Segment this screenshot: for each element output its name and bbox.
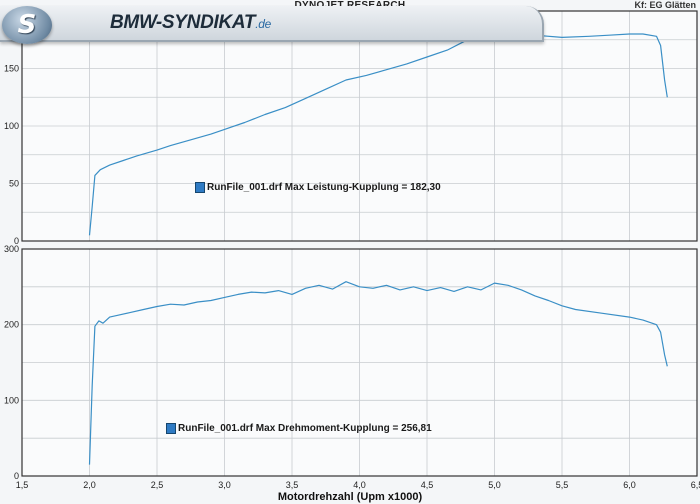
- legend-torque-text: RunFile_001.drf Max Drehmoment-Kupplung …: [178, 423, 432, 434]
- y-tick-label-1-3: 300: [4, 244, 19, 254]
- legend-swatch-torque: [166, 423, 176, 434]
- x-axis-label: Motordrehzahl (Upm x1000): [277, 491, 423, 503]
- series-line-0: [88, 29, 668, 236]
- x-tick-label-10: 6,5: [691, 480, 700, 490]
- y-tick-label-0-2: 100: [4, 121, 19, 131]
- y-tick-label-0-3: 150: [4, 64, 19, 74]
- x-tick-label-1: 2,0: [83, 480, 96, 490]
- brand-main: BMW-SYNDIKAT: [110, 12, 256, 33]
- legend-swatch-power: [195, 182, 205, 193]
- legend-power-text: RunFile_001.drf Max Leistung-Kupplung = …: [207, 182, 441, 193]
- x-tick-label-2: 2,5: [151, 480, 164, 490]
- site-banner: [0, 6, 544, 42]
- x-tick-label-9: 6,0: [623, 480, 636, 490]
- x-tick-label-7: 5,0: [488, 480, 501, 490]
- site-logo-icon: S: [2, 6, 52, 44]
- x-tick-label-3: 3,0: [218, 480, 231, 490]
- brand-domain: .de: [255, 17, 272, 31]
- x-tick-label-5: 4,0: [353, 480, 366, 490]
- x-tick-label-8: 5,5: [556, 480, 569, 490]
- legend-power: RunFile_001.drf Max Leistung-Kupplung = …: [195, 182, 441, 193]
- series-line-1: [88, 281, 668, 465]
- x-tick-label-0: 1,5: [16, 480, 29, 490]
- x-tick-label-6: 4,5: [421, 480, 434, 490]
- logo-letter: S: [17, 10, 37, 40]
- x-tick-label-4: 3,5: [286, 480, 299, 490]
- legend-torque: RunFile_001.drf Max Drehmoment-Kupplung …: [166, 423, 432, 434]
- chart-title: DYNOJET RESEARCH: [0, 0, 700, 11]
- y-tick-label-1-0: 0: [14, 471, 19, 481]
- y-tick-label-1-1: 100: [4, 395, 19, 405]
- y-tick-label-0-1: 50: [9, 179, 19, 189]
- plot-border-1: [21, 248, 698, 477]
- y-tick-label-1-2: 200: [4, 320, 19, 330]
- corner-settings-label: Kf: EG Glätten: [634, 0, 696, 10]
- site-brand: BMW-SYNDIKAT.de: [110, 12, 271, 34]
- y-tick-label-0-0: 0: [14, 236, 19, 246]
